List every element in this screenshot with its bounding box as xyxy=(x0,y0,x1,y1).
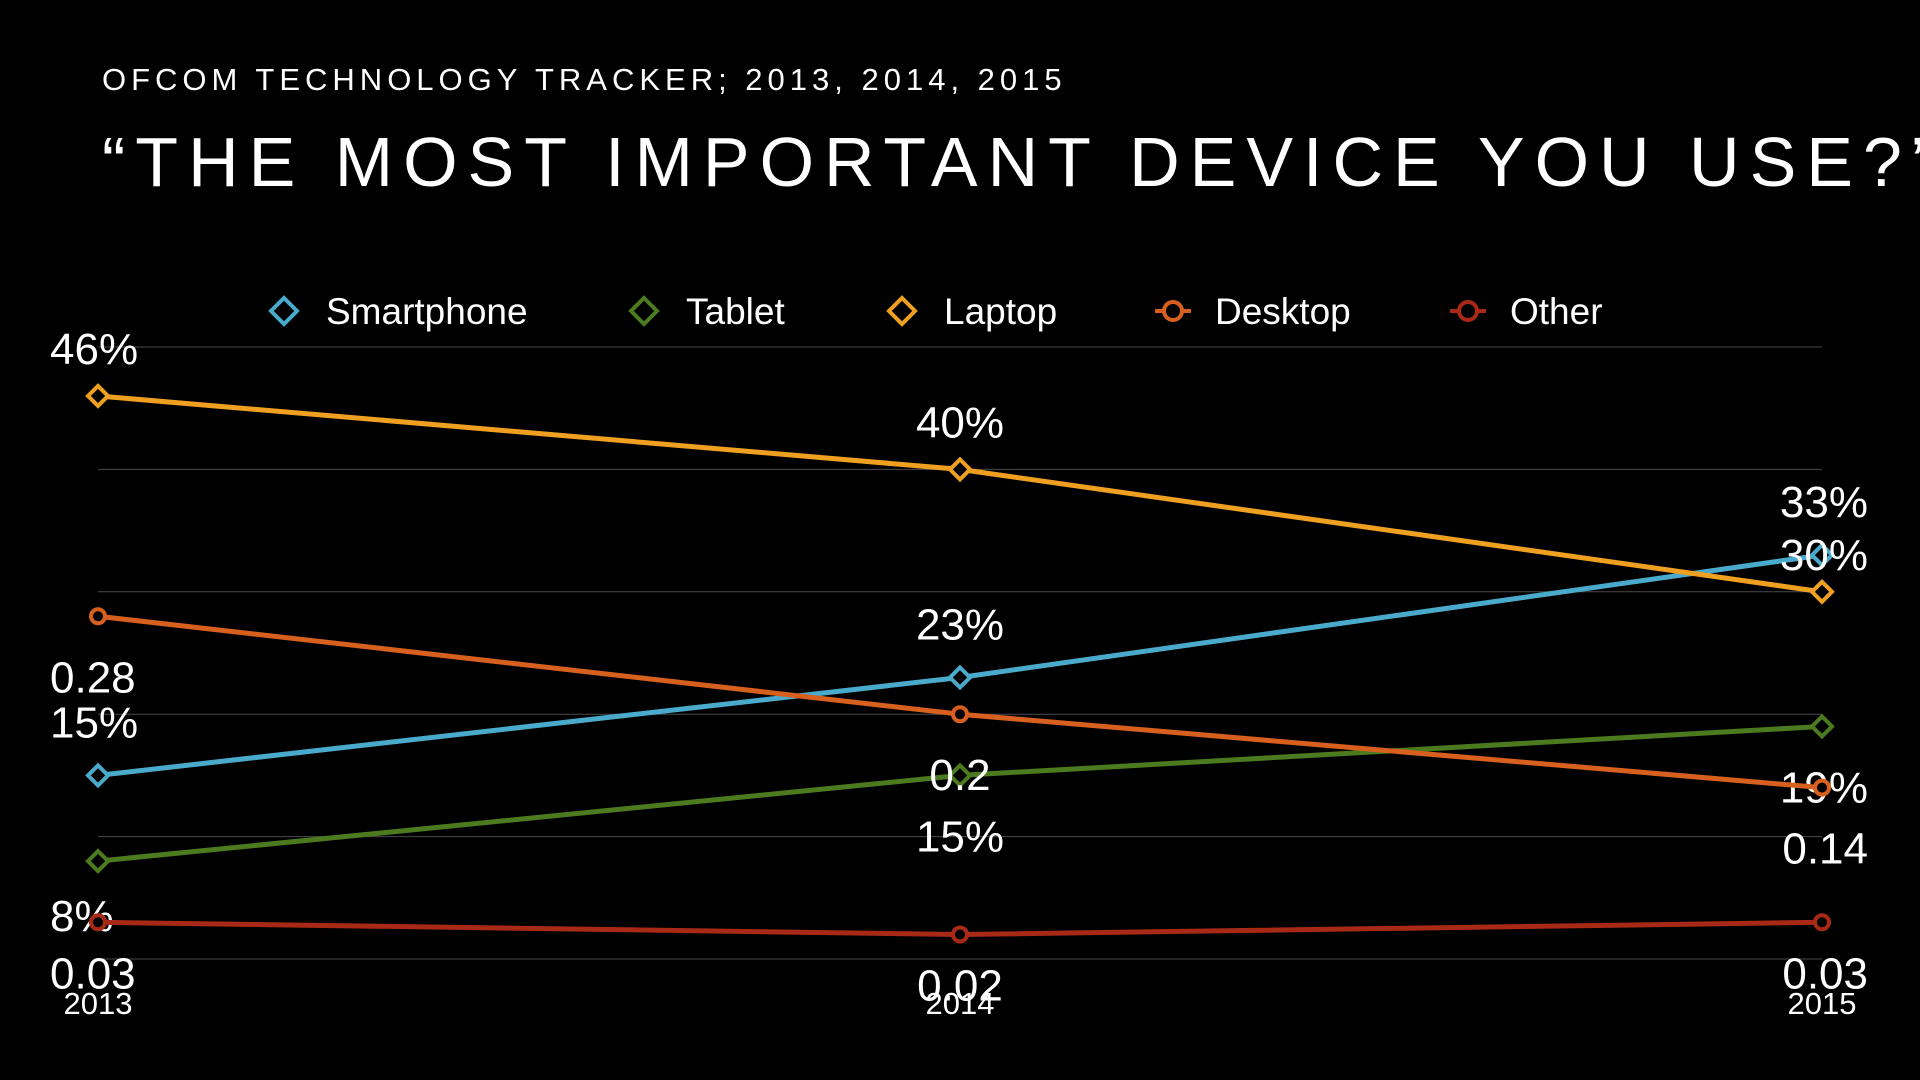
legend-marker-smartphone xyxy=(268,295,300,327)
other-point-2014 xyxy=(951,925,969,944)
x-tick-label-2015: 2015 xyxy=(1788,986,1857,1021)
laptop-point-2015 xyxy=(1809,578,1835,605)
legend-marker-laptop xyxy=(886,295,918,327)
chart-title: “THE MOST IMPORTANT DEVICE YOU USE?” xyxy=(102,123,1920,201)
chart-subtitle: OFCOM TECHNOLOGY TRACKER; 2013, 2014, 20… xyxy=(102,62,1067,97)
desktop-data-label-2014: 0.2 xyxy=(929,751,990,800)
tablet-data-label-2014: 15% xyxy=(916,812,1004,861)
other-point-2015 xyxy=(1813,913,1831,932)
desktop-data-label-2013: 0.28 xyxy=(50,653,136,702)
other-point-2013 xyxy=(89,913,107,932)
tablet-point-2015 xyxy=(1809,713,1835,740)
laptop-data-label-2014: 40% xyxy=(916,398,1004,447)
smartphone-data-label-2015: 33% xyxy=(1780,478,1868,527)
desktop-point-2014 xyxy=(951,705,969,724)
smartphone-data-label-2013: 15% xyxy=(50,698,138,747)
smartphone-point-2014 xyxy=(947,664,973,691)
smartphone-data-label-2014: 23% xyxy=(916,600,1004,649)
other-data-label-2013: 0.03 xyxy=(50,949,136,998)
desktop-data-label-2015: 0.14 xyxy=(1782,825,1868,874)
legend-marker-other xyxy=(1457,300,1479,322)
laptop-data-label-2015: 30% xyxy=(1780,531,1868,580)
legend-label-smartphone: Smartphone xyxy=(326,291,528,332)
other-data-label-2014: 0.02 xyxy=(917,962,1003,1011)
laptop-data-label-2013: 46% xyxy=(50,325,138,374)
tablet-point-2013 xyxy=(85,848,111,874)
x-tick-label-2014: 2014 xyxy=(926,986,995,1021)
legend-label-other: Other xyxy=(1510,291,1603,332)
x-tick-label-2013: 2013 xyxy=(64,986,133,1021)
legend-marker-desktop xyxy=(1162,300,1184,322)
smartphone-point-2015 xyxy=(1809,542,1835,568)
legend-label-desktop: Desktop xyxy=(1215,291,1351,332)
legend-label-tablet: Tablet xyxy=(686,291,785,332)
desktop-point-2013 xyxy=(89,607,107,626)
desktop-point-2015 xyxy=(1813,778,1831,797)
laptop-point-2014 xyxy=(947,456,973,483)
laptop-point-2013 xyxy=(85,383,111,409)
other-data-label-2015: 0.03 xyxy=(1782,949,1868,998)
legend-marker-tablet xyxy=(628,295,660,327)
legend-label-laptop: Laptop xyxy=(944,291,1057,332)
smartphone-point-2013 xyxy=(85,762,111,789)
tablet-point-2014 xyxy=(947,762,973,789)
